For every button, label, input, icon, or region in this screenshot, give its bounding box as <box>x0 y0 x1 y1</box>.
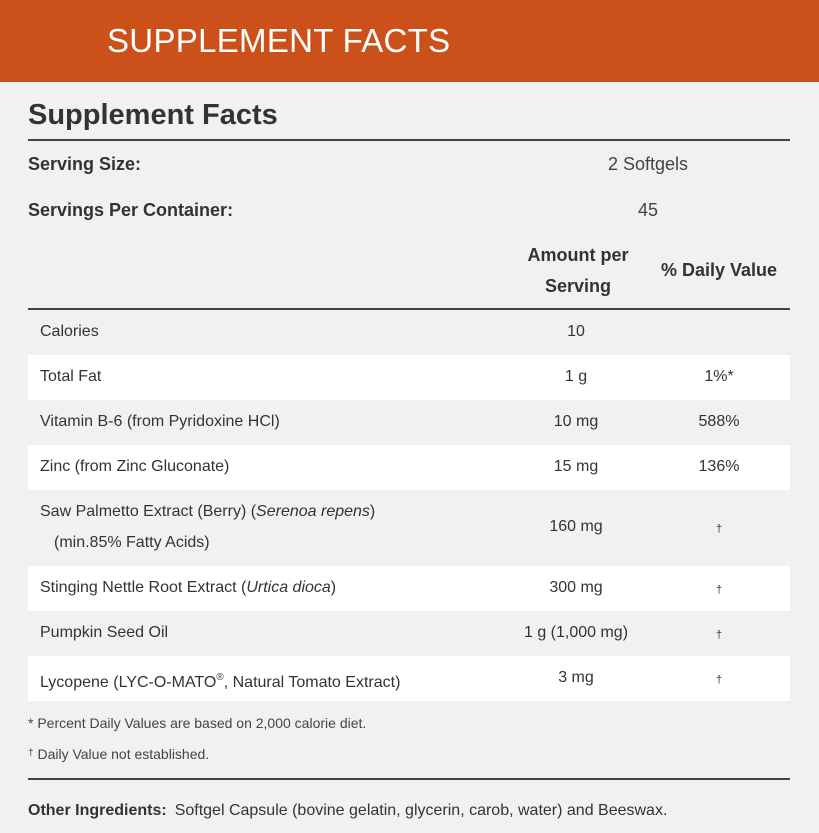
table-row: Stinging Nettle Root Extract (Urtica dio… <box>28 566 790 611</box>
table-row: Pumpkin Seed Oil 1 g (1,000 mg) † <box>28 611 790 656</box>
nutrient-name: Saw Palmetto Extract (Berry) (Serenoa re… <box>40 502 375 522</box>
nutrient-daily-value: 136% <box>698 458 740 475</box>
nutrient-daily-value: † <box>715 629 723 641</box>
nutrient-amount: 160 mg <box>549 518 603 535</box>
nutrient-name: Calories <box>40 323 99 340</box>
nutrient-amount: 3 mg <box>558 669 594 686</box>
amount-header-line1: Amount per <box>527 245 629 265</box>
registered-mark: ® <box>216 672 224 683</box>
percent-daily-value-footnote: * Percent Daily Values are based on 2,00… <box>28 715 367 731</box>
daily-value-header: % Daily Value <box>660 260 778 280</box>
table-row: Lycopene (LYC-O-MATO®, Natural Tomato Ex… <box>28 656 790 701</box>
servings-per-container-label: Servings Per Container: <box>28 200 234 220</box>
nutrient-daily-value: 1%* <box>704 368 734 385</box>
dagger-mark: † <box>28 748 34 759</box>
nutrient-amount: 300 mg <box>549 579 603 596</box>
nutrient-name: Vitamin B-6 (from Pyridoxine HCl) <box>40 413 280 430</box>
table-row: Zinc (from Zinc Gluconate) 15 mg 136% <box>28 445 790 490</box>
banner-title: SUPPLEMENT FACTS <box>107 22 451 59</box>
dagger-note-text: Daily Value not established. <box>33 746 210 762</box>
nutrient-latin-name: Serenoa repens <box>256 503 370 520</box>
table-row: Saw Palmetto Extract (Berry) (Serenoa re… <box>28 490 790 566</box>
nutrient-daily-value: † <box>715 523 723 535</box>
nutrient-name-close: ) <box>330 579 337 596</box>
nutrient-name: Zinc (from Zinc Gluconate) <box>40 458 230 475</box>
amount-per-serving-header: Amount per Serving <box>498 240 658 302</box>
nutrient-name: Total Fat <box>40 368 102 385</box>
amount-header-line2: Serving <box>544 276 612 296</box>
nutrient-name-text: Lycopene (LYC-O-MATO <box>40 674 217 691</box>
nutrient-name-close: ) <box>369 503 376 520</box>
facts-title: Supplement Facts <box>28 99 278 131</box>
other-ingredients: Other Ingredients: Softgel Capsule (bovin… <box>28 802 667 820</box>
other-ingredients-text: Softgel Capsule (bovine gelatin, glyceri… <box>174 802 668 819</box>
other-ingredients-label: Other Ingredients: <box>28 802 167 819</box>
nutrient-daily-value: 588% <box>698 413 740 430</box>
serving-size-value: 2 Softgels <box>607 154 689 174</box>
table-row: Vitamin B-6 (from Pyridoxine HCl) 10 mg … <box>28 400 790 445</box>
header-banner: SUPPLEMENT FACTS <box>0 0 819 82</box>
nutrient-name: Pumpkin Seed Oil <box>40 624 169 641</box>
nutrient-amount: 10 mg <box>553 413 599 430</box>
nutrient-name: Stinging Nettle Root Extract (Urtica dio… <box>40 578 336 598</box>
nutrient-amount: 1 g <box>564 368 588 385</box>
nutrient-latin-name: Urtica dioca <box>246 579 331 596</box>
nutrient-name-text: Stinging Nettle Root Extract ( <box>40 579 247 596</box>
servings-per-container-value: 45 <box>637 200 659 220</box>
top-divider <box>28 139 790 141</box>
nutrient-amount: 10 <box>567 323 585 340</box>
nutrient-name-detail: (min.85% Fatty Acids) <box>54 534 210 551</box>
nutrient-daily-value: † <box>715 584 723 596</box>
supplement-facts-panel: Supplement Facts Serving Size: 2 Softgel… <box>0 82 819 833</box>
dagger-footnote: † Daily Value not established. <box>28 746 209 762</box>
serving-size-label: Serving Size: <box>28 154 142 174</box>
nutrient-name: Lycopene (LYC-O-MATO®, Natural Tomato Ex… <box>40 668 400 693</box>
nutrient-name-rest: , Natural Tomato Extract) <box>223 674 401 691</box>
table-row: Calories 10 <box>28 310 790 355</box>
nutrient-name-text: Saw Palmetto Extract (Berry) ( <box>40 503 257 520</box>
nutrient-daily-value: † <box>715 674 723 686</box>
nutrient-table: Calories 10 Total Fat 1 g 1%* Vitamin B-… <box>28 310 790 701</box>
nutrient-amount: 15 mg <box>553 458 599 475</box>
nutrient-amount: 1 g (1,000 mg) <box>523 624 629 641</box>
bottom-divider <box>28 778 790 780</box>
table-row: Total Fat 1 g 1%* <box>28 355 790 400</box>
header-divider <box>28 308 790 310</box>
